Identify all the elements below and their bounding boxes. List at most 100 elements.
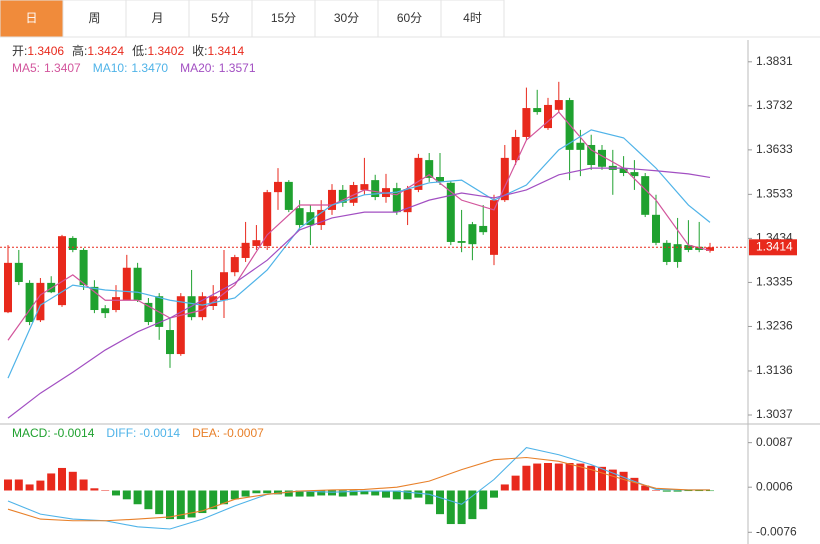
legend-name: MACD:: [12, 426, 51, 440]
candle-body: [511, 136, 520, 161]
candle-body: [241, 242, 250, 258]
legend-value: 1.3571: [219, 61, 256, 75]
macd-bar: [544, 463, 552, 491]
last-price-box: [749, 239, 797, 256]
candle-body: [274, 181, 282, 193]
candle-body: [4, 262, 12, 313]
candle-body: [695, 246, 704, 250]
legend-value: -0.0014: [54, 426, 95, 440]
tab[interactable]: [314, 0, 379, 38]
candle-body: [79, 249, 88, 286]
candle-body: [533, 108, 542, 113]
candle-body: [133, 267, 142, 301]
macd-bar: [662, 490, 671, 492]
macd-bar: [101, 490, 110, 491]
tab[interactable]: [377, 0, 442, 38]
y-tick-label: 0.0087: [756, 435, 793, 449]
legend-name: MA20:: [180, 61, 215, 75]
ma-legend: MA5: 1.3407 MA10: 1.3470 MA20: 1.3571: [12, 61, 256, 75]
y-tick-label: 1.3633: [756, 142, 793, 156]
candle-body: [68, 237, 77, 250]
macd-bar: [338, 490, 347, 497]
candle-body: [500, 157, 509, 201]
macd-bar: [695, 490, 704, 492]
macd-line: [7, 456, 710, 522]
tab[interactable]: [62, 0, 127, 38]
tab-label[interactable]: 60分: [397, 11, 422, 25]
ohlc-label: 低:: [132, 44, 147, 58]
macd-bar: [58, 467, 66, 491]
macd-bar: [500, 484, 509, 491]
tab-label[interactable]: 日: [25, 11, 37, 25]
tab-label[interactable]: 15分: [271, 11, 296, 25]
macd-bar: [414, 490, 423, 498]
tab[interactable]: [188, 0, 253, 38]
ohlc-value: 1.3414: [207, 44, 244, 58]
macd-bar: [68, 471, 77, 491]
macd-bar: [392, 490, 401, 500]
macd-bar: [673, 490, 682, 492]
macd-bar: [706, 490, 714, 492]
candle-body: [122, 267, 131, 301]
tab-label[interactable]: 5分: [211, 11, 230, 25]
tab[interactable]: [0, 0, 64, 38]
candle-body: [554, 100, 563, 110]
tab[interactable]: [251, 0, 316, 38]
macd-bar: [533, 463, 542, 491]
macd-bar: [468, 490, 477, 520]
candle-body: [360, 184, 369, 190]
macd-bar: [25, 484, 34, 491]
last-price-label: 1.3414: [756, 239, 793, 253]
tab-label[interactable]: 月: [151, 11, 163, 25]
candle-body: [220, 272, 228, 301]
macd-bar: [14, 479, 23, 491]
macd-bar: [122, 490, 131, 500]
candle-body: [306, 212, 315, 226]
candle-body: [144, 302, 153, 323]
tab[interactable]: [440, 0, 505, 38]
candle-body: [112, 297, 120, 311]
macd-bar: [425, 490, 434, 505]
macd-bar: [684, 490, 693, 492]
macd-bar: [446, 490, 455, 525]
macd-line: [7, 446, 710, 530]
candle-body: [371, 180, 380, 198]
macd-bar: [274, 490, 282, 495]
ohlc-label: 开:: [12, 44, 27, 58]
macd-bar: [252, 490, 261, 494]
y-tick-label: 1.3136: [756, 363, 793, 377]
macd-bar: [79, 479, 88, 491]
macd-bar: [112, 490, 120, 496]
candle-body: [436, 177, 444, 182]
candle-body: [36, 282, 45, 321]
macd-bar: [144, 490, 153, 510]
macd-bar: [619, 471, 628, 491]
macd-bar: [554, 463, 563, 491]
tab-label[interactable]: 周: [88, 11, 100, 25]
candle-body: [641, 176, 650, 215]
macd-bar: [598, 466, 606, 491]
legend-value: -0.0014: [139, 426, 180, 440]
tab[interactable]: [125, 0, 190, 38]
macd-bar: [371, 490, 380, 496]
macd-bar: [133, 490, 142, 505]
macd-bar: [436, 490, 444, 515]
macd-bar: [360, 490, 369, 495]
macd-bar: [295, 490, 304, 497]
candle-body: [328, 189, 336, 210]
macd-bar: [511, 475, 520, 491]
macd-bar: [349, 490, 358, 496]
candle-body: [317, 209, 326, 226]
tab-label[interactable]: 30分: [334, 11, 359, 25]
candle-body: [90, 286, 99, 311]
macd-bar: [317, 490, 326, 496]
candle-body: [101, 308, 110, 314]
candle-body: [198, 296, 207, 318]
macd-bar: [587, 465, 596, 491]
macd-bar: [403, 490, 412, 500]
macd-bar: [641, 485, 650, 491]
tab-label[interactable]: 4时: [463, 11, 482, 25]
candle-body: [457, 241, 466, 243]
y-tick-label: 1.3732: [756, 98, 793, 112]
macd-bar: [209, 490, 218, 510]
